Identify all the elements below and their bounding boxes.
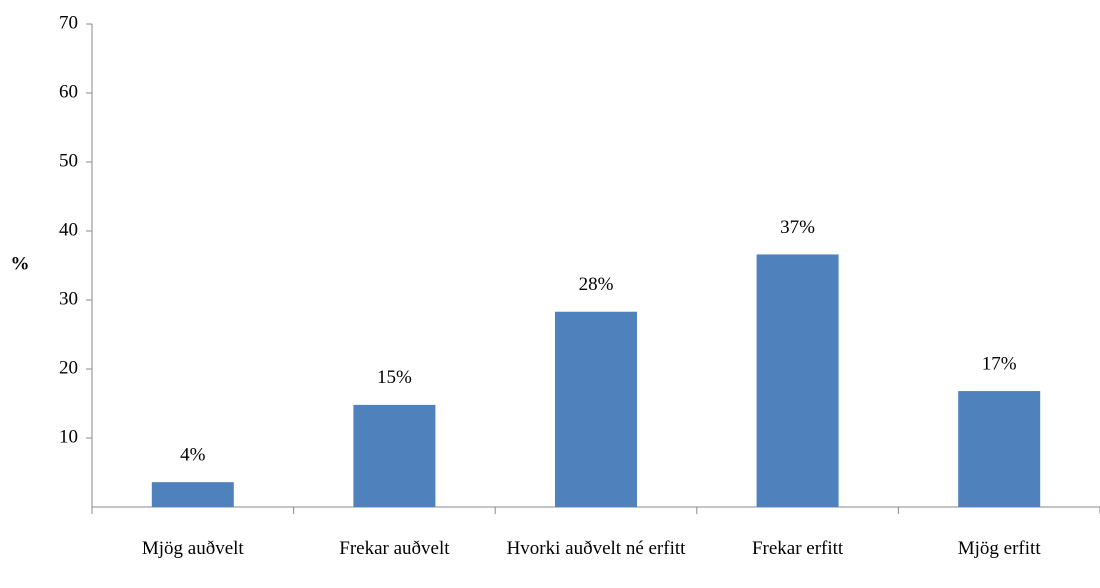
data-label: 28% [579, 274, 614, 295]
y-tick-label: 10 [59, 426, 78, 447]
y-tick-label: 50 [59, 150, 78, 171]
bar [353, 404, 436, 507]
bar [555, 311, 637, 507]
y-axis-label: % [11, 253, 30, 274]
bar [151, 482, 234, 507]
data-label: 37% [780, 217, 815, 238]
bar [958, 391, 1041, 507]
y-tick-label: 70 [59, 12, 78, 33]
y-tick-label: 30 [59, 288, 78, 309]
data-label: 4% [180, 445, 206, 466]
data-label: 17% [982, 353, 1017, 374]
x-tick-label: Hvorki auðvelt né erfitt [506, 538, 686, 559]
data-label: 15% [377, 367, 412, 388]
y-tick-label: 20 [59, 357, 78, 378]
bar [756, 254, 839, 507]
x-tick-label: Mjög erfitt [957, 538, 1041, 559]
x-tick-label: Mjög auðvelt [141, 538, 244, 559]
x-tick-label: Frekar auðvelt [339, 538, 450, 559]
y-tick-label: 60 [59, 81, 78, 102]
y-tick-label: 40 [59, 219, 78, 240]
x-tick-label: Frekar erfitt [751, 538, 844, 559]
